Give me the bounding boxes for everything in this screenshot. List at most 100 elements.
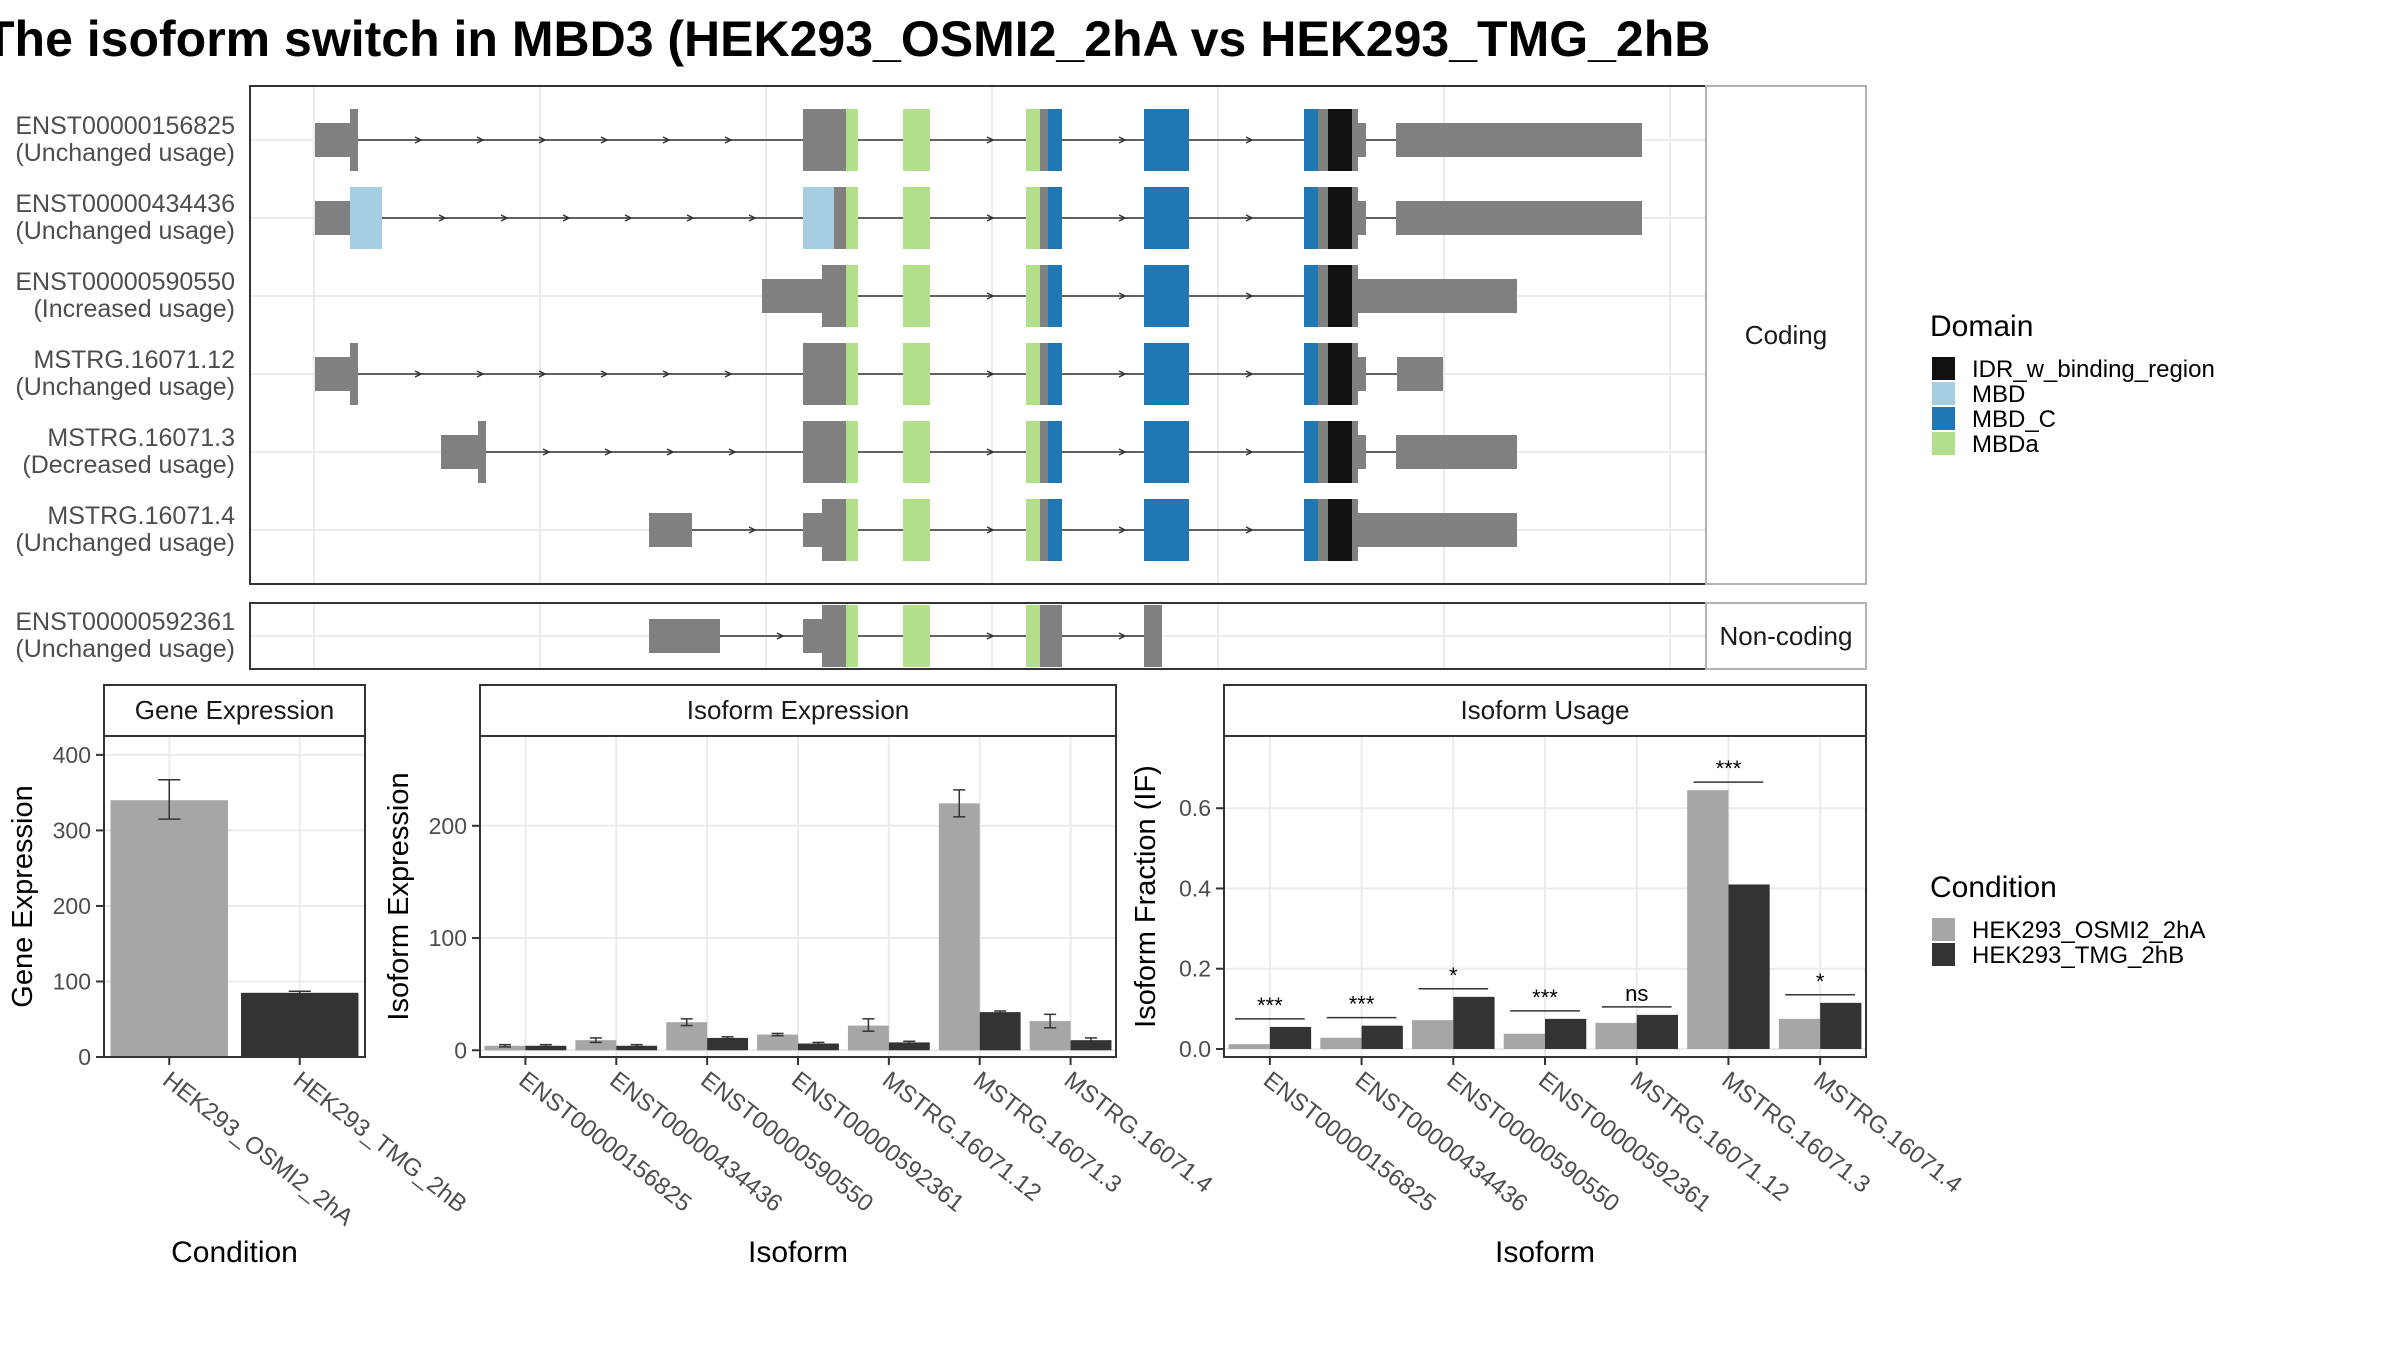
bar [1778, 1018, 1821, 1049]
utr-exon [1358, 279, 1517, 313]
noncoding-exon [1144, 605, 1162, 667]
utr-exon [1396, 435, 1517, 469]
noncoding-strip-label: Non-coding [1720, 621, 1853, 651]
mbd-c-domain [1048, 421, 1062, 483]
intron-arrow [476, 370, 485, 378]
intron-arrow [986, 292, 995, 300]
y-tick-label: 0.6 [1179, 795, 1211, 821]
intron-arrow [986, 526, 995, 534]
mbda-domain [846, 499, 858, 561]
mbd-c-domain [1144, 499, 1189, 561]
significance-label: *** [1716, 756, 1742, 781]
x-tick-label: ENST00000590550 [1442, 1066, 1625, 1217]
bar [1320, 1037, 1362, 1049]
facet-strip [479, 684, 1117, 737]
condition-legend-label: HEK293_OSMI2_2hA [1972, 917, 2205, 944]
mbd-c-domain [1144, 187, 1189, 249]
mbda-domain [846, 605, 858, 667]
intron-arrow [414, 136, 423, 144]
domain-legend-label: MBD_C [1972, 406, 2056, 433]
condition-legend-title: Condition [1930, 871, 2057, 904]
intron-arrow [1118, 136, 1127, 144]
intron-arrow [1118, 526, 1127, 534]
coding-exon [1040, 499, 1048, 561]
intron-arrow [538, 136, 547, 144]
mbda-domain [903, 499, 930, 561]
utr-exon [1358, 435, 1366, 469]
utr-exon [762, 279, 822, 313]
coding-exon [1352, 421, 1358, 483]
bar [1687, 790, 1729, 1049]
bar [1269, 1026, 1312, 1049]
x-tick-label: ENST00000592361 [1533, 1066, 1716, 1217]
mbda-domain [1026, 265, 1040, 327]
transcript-name-label: MSTRG.16071.12 [34, 346, 236, 374]
coding-exon [834, 187, 846, 249]
significance-label: *** [1257, 993, 1283, 1018]
transcript-name-label: ENST00000592361 [15, 608, 235, 636]
utr-exon [1358, 513, 1517, 547]
bar [1070, 1040, 1112, 1051]
mbd-c-domain [1144, 109, 1189, 171]
x-tick-label: ENST00000434436 [1350, 1066, 1533, 1217]
coding-exon [1318, 343, 1328, 405]
coding-exon [1318, 109, 1328, 171]
bar [1361, 1025, 1403, 1049]
x-tick-label: ENST00000156825 [514, 1066, 697, 1217]
isoform-expression-chart: Isoform Expression 0 100 200 ENST00000156825… [383, 684, 1217, 1269]
y-axis-title: Gene Expression [7, 785, 39, 1007]
mbda-domain [846, 265, 858, 327]
mbda-domain [846, 343, 858, 405]
chart-title: Gene Expression [135, 695, 334, 725]
noncoding-strip [1705, 602, 1867, 670]
domain-legend-swatch [1932, 357, 1955, 380]
mbd-c-domain [1048, 265, 1062, 327]
coding-strip [1705, 85, 1867, 585]
mbd-c-domain [1048, 343, 1062, 405]
transcript-name-label: MSTRG.16071.3 [47, 424, 235, 452]
intron-arrow [604, 448, 613, 456]
transcript-name-label: ENST00000434436 [15, 190, 235, 218]
y-tick-label: 0.2 [1179, 956, 1211, 982]
y-tick-label: 100 [429, 925, 467, 951]
bar [1412, 1020, 1454, 1049]
intron-arrow [1118, 370, 1127, 378]
bar [1820, 1002, 1862, 1049]
condition-legend-label: HEK293_TMG_2hB [1972, 942, 2184, 969]
domain-legend-swatch [1932, 432, 1955, 455]
y-axis-title: Isoform Fraction (IF) [1130, 765, 1162, 1028]
utr-exon [1358, 357, 1366, 391]
bar [575, 1040, 617, 1051]
mbda-domain [846, 109, 858, 171]
bar [525, 1045, 567, 1051]
utr-exon [803, 513, 822, 547]
significance-label: *** [1532, 985, 1558, 1010]
transcript-usage-label: (Unchanged usage) [15, 529, 235, 557]
significance-label: ns [1625, 981, 1648, 1006]
coding-exon [1352, 499, 1358, 561]
coding-exon [803, 343, 846, 405]
intron-arrow [662, 370, 671, 378]
bar [888, 1042, 930, 1051]
bar [616, 1045, 658, 1051]
bar [757, 1034, 798, 1051]
coding-exon [1318, 499, 1328, 561]
intron-arrow [662, 136, 671, 144]
intron-arrow [542, 448, 551, 456]
idr-domain [1328, 499, 1352, 561]
coding-exon [1040, 421, 1048, 483]
mbd-c-domain [1304, 343, 1318, 405]
coding-exon [350, 109, 358, 171]
y-tick-label: 0.4 [1179, 875, 1211, 901]
intron-arrow [776, 632, 785, 640]
mbda-domain [1026, 343, 1040, 405]
intron-arrow [1118, 632, 1127, 640]
intron-arrow [728, 448, 737, 456]
intron-arrow [1118, 214, 1127, 222]
x-tick-label: MSTRG.16071.12 [877, 1066, 1046, 1206]
idr-domain [1328, 421, 1352, 483]
transcript-structure-area: CodingNon-codingENST00000156825(Unchange… [15, 85, 1867, 670]
coding-exon [350, 343, 358, 405]
intron-arrow [748, 214, 757, 222]
x-axis-title: Isoform [1495, 1236, 1595, 1269]
